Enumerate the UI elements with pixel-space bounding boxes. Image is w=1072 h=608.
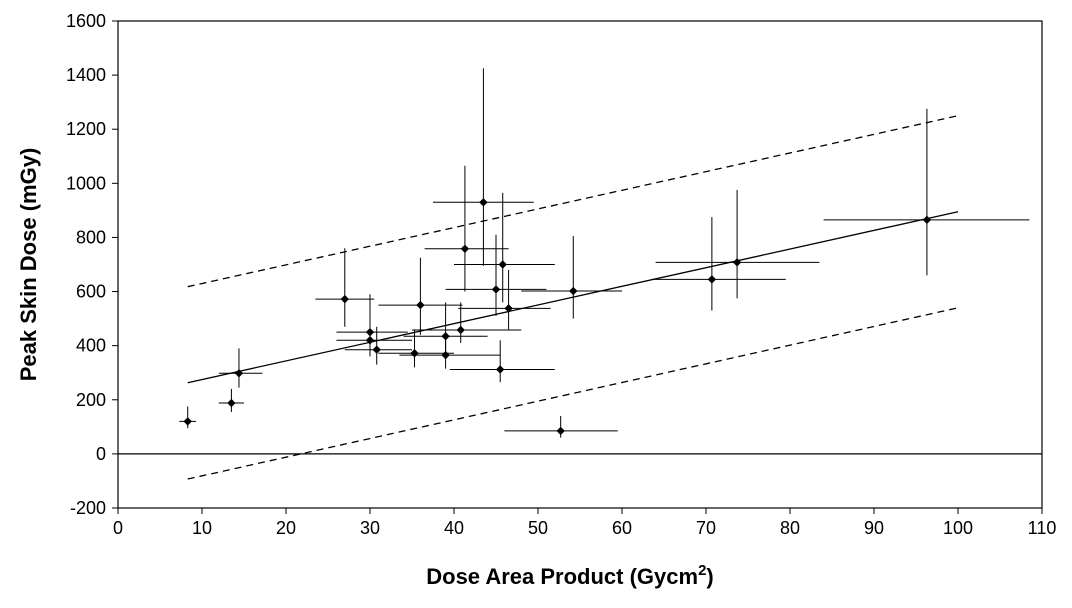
data-point [441, 331, 450, 341]
data-point [504, 304, 513, 313]
y-tick-label: 1000 [66, 173, 106, 193]
data-point [227, 398, 236, 408]
x-tick-label: 0 [113, 518, 123, 538]
x-axis-title-superscript: 2 [698, 562, 706, 579]
y-tick-label: -200 [70, 498, 106, 518]
data-point [460, 244, 470, 254]
data-point [456, 325, 465, 335]
data-point [922, 215, 932, 225]
data-point [569, 286, 578, 296]
y-tick-label: 1600 [66, 11, 106, 31]
x-tick-label: 80 [780, 518, 800, 538]
x-tick-label: 70 [696, 518, 716, 538]
data-point [340, 294, 349, 304]
data-point [365, 327, 375, 337]
x-axis-title-main: Dose Area Product (Gycm [426, 564, 698, 589]
data-point [410, 349, 419, 358]
x-tick-label: 110 [1028, 518, 1057, 538]
y-tick-label: 600 [76, 282, 106, 302]
data-point [556, 426, 565, 436]
y-axis-title: Peak Skin Dose (mGy) [16, 148, 41, 382]
data-point [416, 300, 425, 310]
x-axis-title: Dose Area Product (Gycm2) [426, 562, 714, 589]
x-tick-label: 40 [444, 518, 464, 538]
y-tick-label: 800 [76, 227, 106, 247]
x-tick-label: 50 [528, 518, 548, 538]
x-tick-label: 10 [192, 518, 212, 538]
x-tick-label: 100 [943, 518, 973, 538]
data-point [498, 260, 507, 269]
y-tick-label: 200 [76, 390, 106, 410]
x-tick-label: 60 [612, 518, 632, 538]
data-point [365, 336, 375, 345]
data-point [707, 275, 717, 284]
data-point [183, 417, 192, 426]
x-tick-label: 90 [864, 518, 884, 538]
data-point [479, 198, 488, 207]
y-tick-label: 0 [96, 444, 106, 464]
y-tick-label: 400 [76, 336, 106, 356]
data-point [732, 258, 742, 267]
data-point [441, 350, 450, 360]
y-tick-label: 1200 [66, 119, 106, 139]
data-point [372, 345, 381, 354]
y-tick-label: 1400 [66, 65, 106, 85]
plot-area-frame [117, 20, 1043, 509]
x-axis-title-suffix: ) [706, 564, 713, 589]
x-tick-label: 20 [276, 518, 296, 538]
data-point [234, 369, 244, 378]
data-point [496, 365, 505, 374]
x-tick-label: 30 [360, 518, 380, 538]
data-point [491, 285, 501, 294]
